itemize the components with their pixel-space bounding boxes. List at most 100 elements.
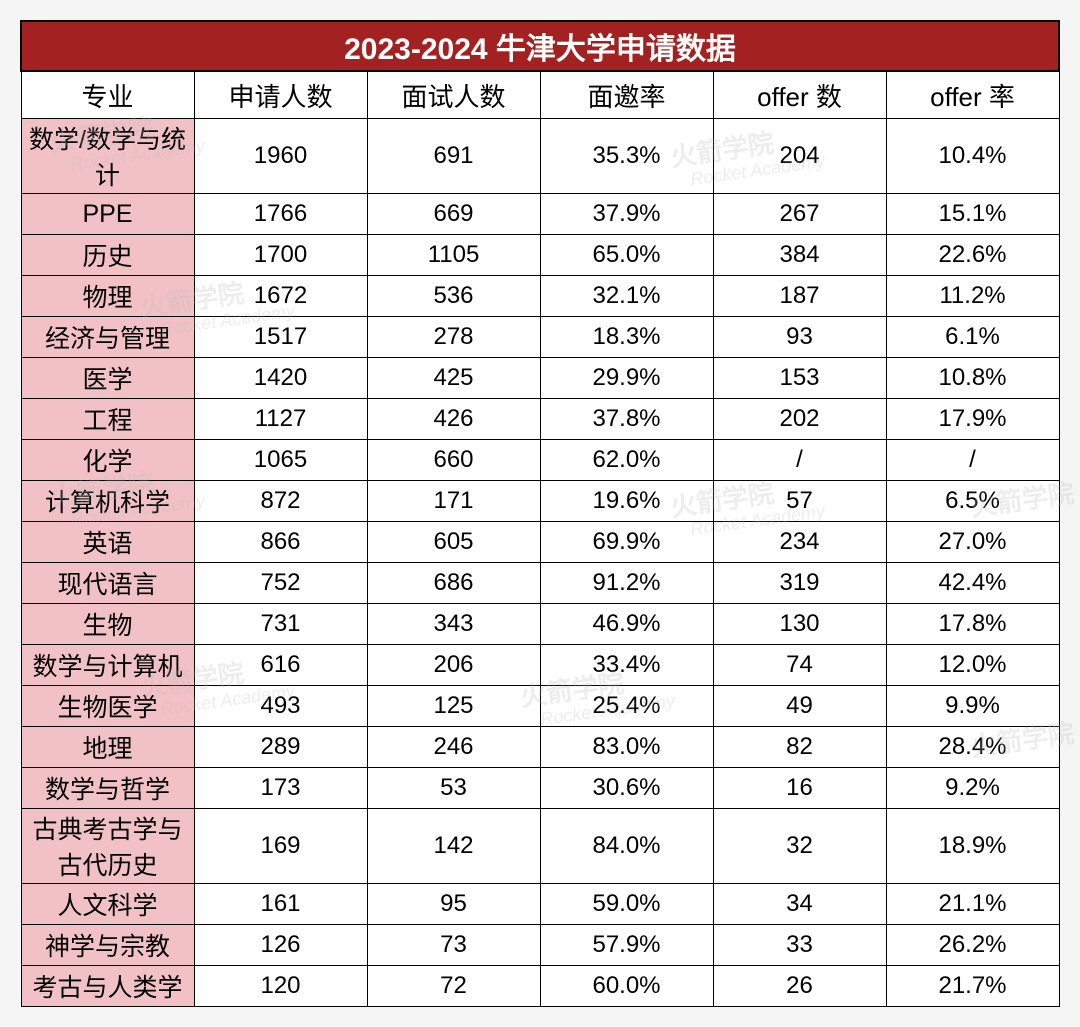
table-row: 考古与人类学1207260.0%2621.7% (21, 966, 1059, 1007)
cell-value: 60.0% (540, 966, 713, 1007)
cell-value: 73 (367, 925, 540, 966)
table-row: 化学106566062.0%// (21, 440, 1059, 481)
cell-value: 91.2% (540, 563, 713, 604)
cell-value: 426 (367, 399, 540, 440)
cell-value: 82 (713, 727, 886, 768)
cell-value: 15.1% (886, 194, 1059, 235)
cell-value: 125 (367, 686, 540, 727)
cell-value: 72 (367, 966, 540, 1007)
cell-value: 33.4% (540, 645, 713, 686)
cell-value: 11.2% (886, 276, 1059, 317)
cell-value: 21.1% (886, 884, 1059, 925)
table-row: 数学与哲学1735330.6%169.2% (21, 768, 1059, 809)
table-row: 数学/数学与统计196069135.3%20410.4% (21, 119, 1059, 194)
table-row: 计算机科学87217119.6%576.5% (21, 481, 1059, 522)
cell-value: 35.3% (540, 119, 713, 194)
cell-value: 83.0% (540, 727, 713, 768)
cell-value: 93 (713, 317, 886, 358)
cell-value: 1420 (194, 358, 367, 399)
table-row: 医学142042529.9%15310.8% (21, 358, 1059, 399)
table-row: 生物73134346.9%13017.8% (21, 604, 1059, 645)
table-row: 物理167253632.1%18711.2% (21, 276, 1059, 317)
cell-value: 30.6% (540, 768, 713, 809)
cell-major: 数学与哲学 (21, 768, 194, 809)
cell-value: 57.9% (540, 925, 713, 966)
cell-value: 17.8% (886, 604, 1059, 645)
cell-major: 医学 (21, 358, 194, 399)
cell-value: 37.9% (540, 194, 713, 235)
cell-value: 384 (713, 235, 886, 276)
header-offers: offer 数 (713, 71, 886, 119)
cell-value: 42.4% (886, 563, 1059, 604)
cell-value: 536 (367, 276, 540, 317)
cell-value: 59.0% (540, 884, 713, 925)
cell-value: 669 (367, 194, 540, 235)
cell-value: 142 (367, 809, 540, 884)
table-row: 历史1700110565.0%38422.6% (21, 235, 1059, 276)
cell-value: 53 (367, 768, 540, 809)
cell-value: 173 (194, 768, 367, 809)
cell-value: 18.3% (540, 317, 713, 358)
table-row: PPE176666937.9%26715.1% (21, 194, 1059, 235)
table-row: 神学与宗教1267357.9%3326.2% (21, 925, 1059, 966)
cell-value: 49 (713, 686, 886, 727)
table-row: 地理28924683.0%8228.4% (21, 727, 1059, 768)
cell-value: 289 (194, 727, 367, 768)
cell-value: 34 (713, 884, 886, 925)
cell-value: 616 (194, 645, 367, 686)
table-body: 数学/数学与统计196069135.3%20410.4%PPE176666937… (21, 119, 1059, 1007)
cell-value: 731 (194, 604, 367, 645)
cell-value: 19.6% (540, 481, 713, 522)
cell-major: 考古与人类学 (21, 966, 194, 1007)
cell-value: 26 (713, 966, 886, 1007)
table-header-row: 专业 申请人数 面试人数 面邀率 offer 数 offer 率 (21, 71, 1059, 119)
cell-value: 130 (713, 604, 886, 645)
cell-major: 生物医学 (21, 686, 194, 727)
cell-value: 6.5% (886, 481, 1059, 522)
header-applicants: 申请人数 (194, 71, 367, 119)
cell-value: 22.6% (886, 235, 1059, 276)
table-title: 2023-2024 牛津大学申请数据 (21, 21, 1059, 71)
cell-value: 187 (713, 276, 886, 317)
cell-major: 生物 (21, 604, 194, 645)
cell-value: 69.9% (540, 522, 713, 563)
cell-value: 493 (194, 686, 367, 727)
cell-value: 95 (367, 884, 540, 925)
cell-value: 171 (367, 481, 540, 522)
cell-value: 32.1% (540, 276, 713, 317)
cell-value: 74 (713, 645, 886, 686)
cell-major: 神学与宗教 (21, 925, 194, 966)
cell-value: 10.8% (886, 358, 1059, 399)
cell-value: 37.8% (540, 399, 713, 440)
cell-value: 169 (194, 809, 367, 884)
cell-value: 1766 (194, 194, 367, 235)
table-row: 古典考古学与古代历史16914284.0%3218.9% (21, 809, 1059, 884)
cell-value: 1960 (194, 119, 367, 194)
cell-value: 1105 (367, 235, 540, 276)
cell-value: 278 (367, 317, 540, 358)
cell-value: 12.0% (886, 645, 1059, 686)
cell-value: 120 (194, 966, 367, 1007)
cell-major: 物理 (21, 276, 194, 317)
cell-value: 32 (713, 809, 886, 884)
cell-value: 27.0% (886, 522, 1059, 563)
table-row: 工程112742637.8%20217.9% (21, 399, 1059, 440)
cell-value: 6.1% (886, 317, 1059, 358)
cell-major: 数学与计算机 (21, 645, 194, 686)
cell-value: 28.4% (886, 727, 1059, 768)
cell-value: 1127 (194, 399, 367, 440)
cell-value: 267 (713, 194, 886, 235)
cell-value: 1672 (194, 276, 367, 317)
cell-value: 660 (367, 440, 540, 481)
cell-value: 17.9% (886, 399, 1059, 440)
cell-value: 65.0% (540, 235, 713, 276)
cell-value: 319 (713, 563, 886, 604)
cell-value: 25.4% (540, 686, 713, 727)
header-interview-rate: 面邀率 (540, 71, 713, 119)
cell-major: 化学 (21, 440, 194, 481)
cell-major: 现代语言 (21, 563, 194, 604)
cell-major: 工程 (21, 399, 194, 440)
cell-value: 16 (713, 768, 886, 809)
cell-value: 872 (194, 481, 367, 522)
cell-value: 1700 (194, 235, 367, 276)
